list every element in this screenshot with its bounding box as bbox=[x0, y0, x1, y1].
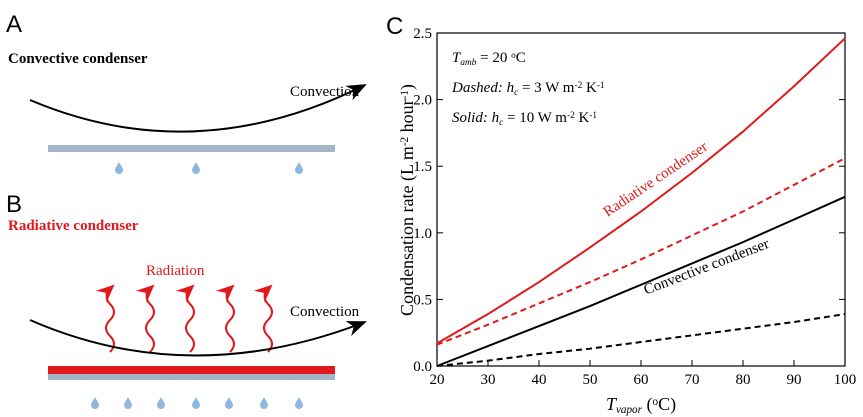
series-line bbox=[436, 195, 846, 367]
line-label: Radiative condenser bbox=[601, 139, 711, 221]
text-part: ) bbox=[397, 84, 418, 90]
text-part: Dashed: h bbox=[451, 80, 514, 96]
radiative-plate bbox=[48, 366, 335, 374]
text-part: = 10 W m bbox=[503, 110, 567, 126]
convection-arrow bbox=[29, 84, 367, 133]
text-part: = 3 W m bbox=[518, 80, 575, 96]
x-tick-label: 30 bbox=[481, 372, 496, 388]
arrow-label: Convection bbox=[290, 84, 360, 100]
x-tick-label: 50 bbox=[583, 372, 598, 388]
chart: 0.0 0.5 1.0 1.5 2.0 2.5 20 30 40 50 60 70 80 90 100 Tam… bbox=[397, 26, 856, 416]
y-tick-label: 0.5 bbox=[413, 292, 432, 308]
text-part: -1 bbox=[597, 81, 605, 91]
text-part: -2 bbox=[574, 81, 582, 91]
droplets bbox=[91, 397, 303, 409]
arrow-label: Convection bbox=[290, 304, 360, 320]
text-part: -2 bbox=[567, 111, 575, 121]
text-part: -1 bbox=[399, 90, 411, 99]
text-part: vapor bbox=[616, 404, 643, 416]
x-tick-label: 100 bbox=[834, 372, 857, 388]
text-part: c bbox=[499, 118, 504, 128]
text-part: ( bbox=[642, 394, 653, 415]
text-part: T bbox=[606, 394, 618, 414]
x-tick-label: 20 bbox=[430, 372, 445, 388]
series-line bbox=[436, 37, 846, 345]
y-axis-title: Condensation rate (L m-2 hour-1) bbox=[397, 84, 418, 316]
text-part: = 20 bbox=[476, 50, 511, 66]
annotation: Tamb = 20 oC bbox=[452, 50, 526, 68]
annotation: Dashed: hc = 3 W m-2 K-1 bbox=[451, 80, 605, 98]
text-part: C bbox=[516, 50, 526, 66]
panel-letter: A bbox=[6, 11, 22, 38]
radiation-label: Radiation bbox=[146, 263, 205, 279]
text-part: amb bbox=[460, 58, 476, 68]
y-tick-label: 1.0 bbox=[413, 226, 432, 242]
y-tick-label: 2.5 bbox=[413, 26, 432, 42]
text-part: -2 bbox=[399, 137, 411, 146]
panel-letter: C bbox=[386, 13, 403, 40]
plate bbox=[48, 145, 335, 152]
text-part: K bbox=[575, 110, 590, 126]
series-line bbox=[436, 157, 846, 346]
plate bbox=[48, 374, 335, 380]
panel-letter: B bbox=[6, 191, 22, 218]
text-part: C) bbox=[658, 394, 676, 415]
x-tick-label: 70 bbox=[685, 372, 700, 388]
y-tick-label: 2.0 bbox=[413, 93, 432, 109]
text-part: Solid: h bbox=[452, 110, 499, 126]
x-tick-label: 80 bbox=[736, 372, 751, 388]
text-part: K bbox=[582, 80, 597, 96]
text-part: o bbox=[511, 51, 516, 61]
panel-title: Convective condenser bbox=[8, 51, 148, 67]
panel-title: Radiative condenser bbox=[8, 218, 139, 234]
y-tick-label: 1.5 bbox=[413, 159, 432, 175]
line-label: Convective condenser bbox=[642, 236, 772, 299]
text-part: T bbox=[452, 50, 462, 66]
y-tick-label: 0.0 bbox=[413, 359, 432, 375]
x-tick-label: 60 bbox=[634, 372, 649, 388]
x-axis-title: Tvapor (oC) bbox=[606, 394, 676, 416]
droplets bbox=[115, 162, 303, 174]
radiation-arrows bbox=[95, 284, 273, 353]
text-part: Condensation rate (L m bbox=[397, 146, 418, 316]
text-part: hour bbox=[397, 99, 417, 137]
annotation: Solid: hc = 10 W m-2 K-1 bbox=[452, 110, 597, 128]
x-tick-label: 90 bbox=[787, 372, 802, 388]
text-part: -1 bbox=[589, 111, 597, 121]
x-tick-label: 40 bbox=[532, 372, 547, 388]
text-part: o bbox=[652, 396, 658, 408]
text-part: c bbox=[514, 88, 519, 98]
series-line bbox=[436, 313, 846, 367]
convection-arrow bbox=[29, 319, 367, 357]
